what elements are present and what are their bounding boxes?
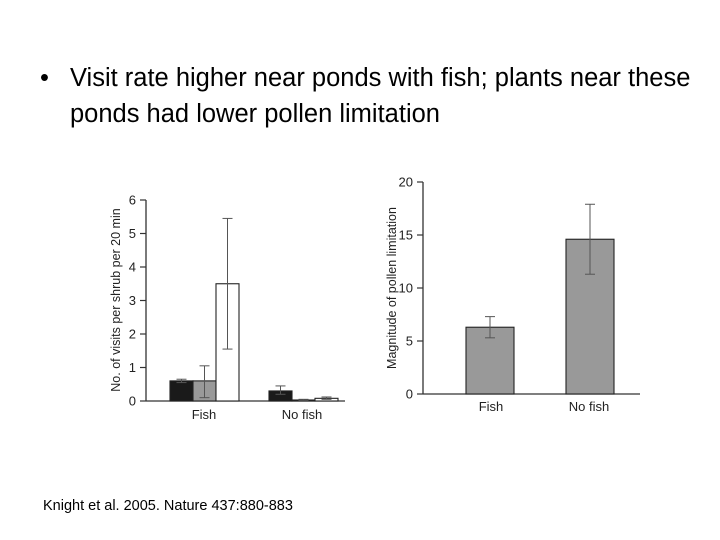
y-tick-label: 0 xyxy=(406,387,413,402)
bullet-marker: • xyxy=(40,64,49,92)
y-axis-label: No. of visits per shrub per 20 min xyxy=(109,208,123,391)
y-tick-label: 4 xyxy=(129,260,136,275)
bullet-text: Visit rate higher near ponds with fish; … xyxy=(70,64,691,128)
y-axis-label: Magnitude of pollen limitation xyxy=(385,207,399,369)
y-tick-label: 3 xyxy=(129,293,136,308)
y-tick-label: 0 xyxy=(129,394,136,409)
y-tick-label: 5 xyxy=(406,334,413,349)
x-category-label: No fish xyxy=(282,407,322,422)
x-category-label: Fish xyxy=(192,407,217,422)
bar xyxy=(465,326,515,395)
y-tick-label: 5 xyxy=(129,226,136,241)
y-tick-label: 15 xyxy=(399,228,413,243)
y-tick-label: 20 xyxy=(399,175,413,190)
citation: Knight et al. 2005. Nature 437:880-883 xyxy=(43,498,293,514)
x-category-label: No fish xyxy=(569,399,609,414)
bullet-point: • Visit rate higher near ponds with fish… xyxy=(40,60,700,132)
y-tick-label: 2 xyxy=(129,327,136,342)
y-tick-label: 1 xyxy=(129,360,136,375)
x-category-label: Fish xyxy=(479,399,504,414)
y-tick-label: 6 xyxy=(129,193,136,208)
y-tick-label: 10 xyxy=(399,281,413,296)
